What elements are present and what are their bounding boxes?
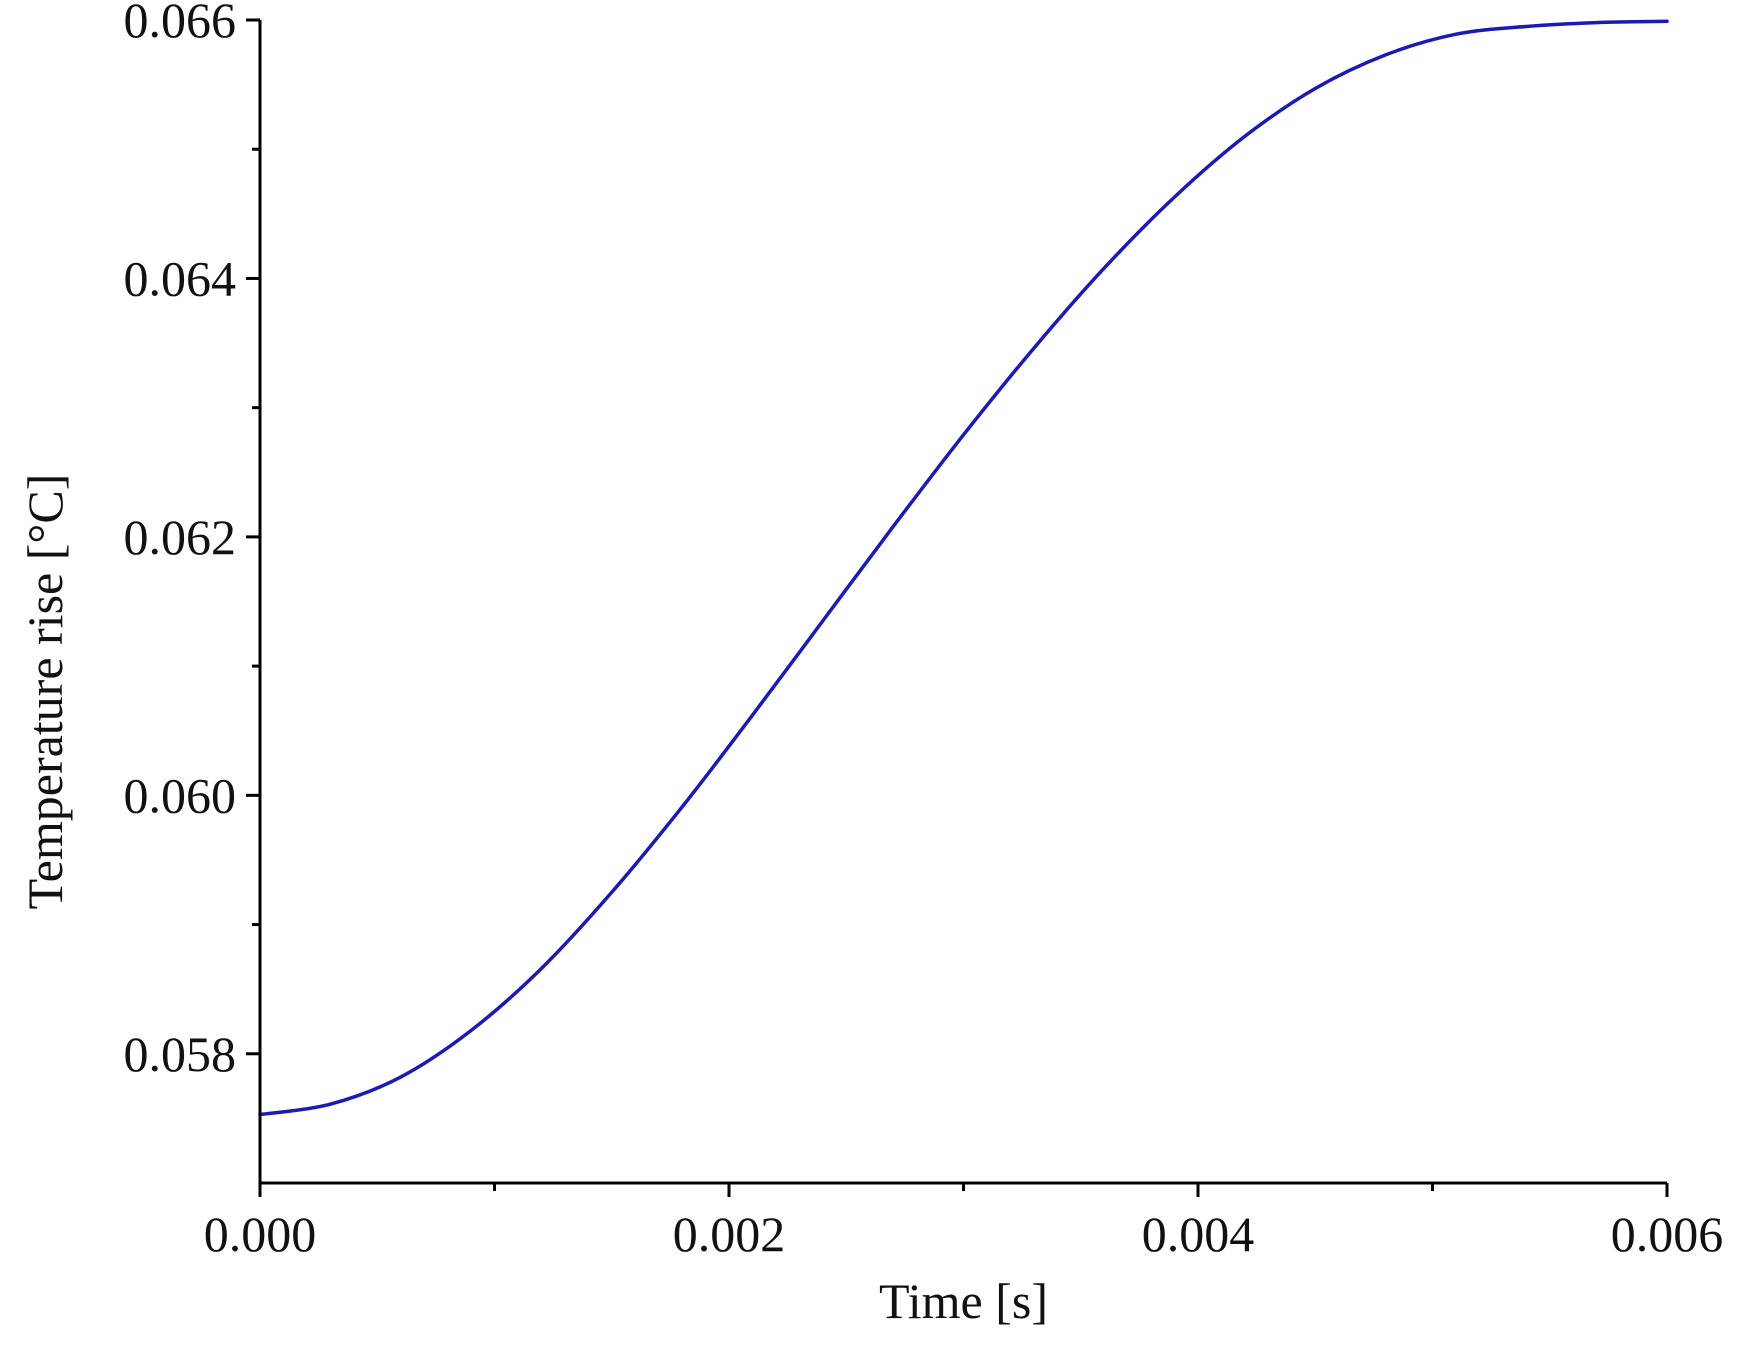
x-tick-label: 0.006 bbox=[1611, 1206, 1724, 1262]
y-tick-label: 0.058 bbox=[124, 1026, 237, 1082]
x-tick-label: 0.000 bbox=[204, 1206, 317, 1262]
x-tick-label: 0.002 bbox=[673, 1206, 786, 1262]
series-layer bbox=[258, 19, 1669, 1117]
minor-ticks bbox=[252, 147, 1434, 1191]
major-ticks bbox=[246, 18, 1669, 1197]
y-axis-title: Temperature rise [°C] bbox=[17, 474, 73, 910]
x-axis-title: Time [s] bbox=[879, 1273, 1048, 1329]
tick-labels: 0.000 0.002 0.004 0.006 0.058 0.060 0.062 0.064… bbox=[124, 0, 1724, 1262]
y-tick-label: 0.062 bbox=[124, 509, 237, 565]
y-tick-label: 0.064 bbox=[124, 250, 237, 306]
temperature-rise-line bbox=[258, 19, 1669, 1117]
x-tick-label: 0.004 bbox=[1142, 1206, 1255, 1262]
y-tick-label: 0.066 bbox=[124, 0, 237, 48]
y-tick-label: 0.060 bbox=[124, 767, 237, 823]
